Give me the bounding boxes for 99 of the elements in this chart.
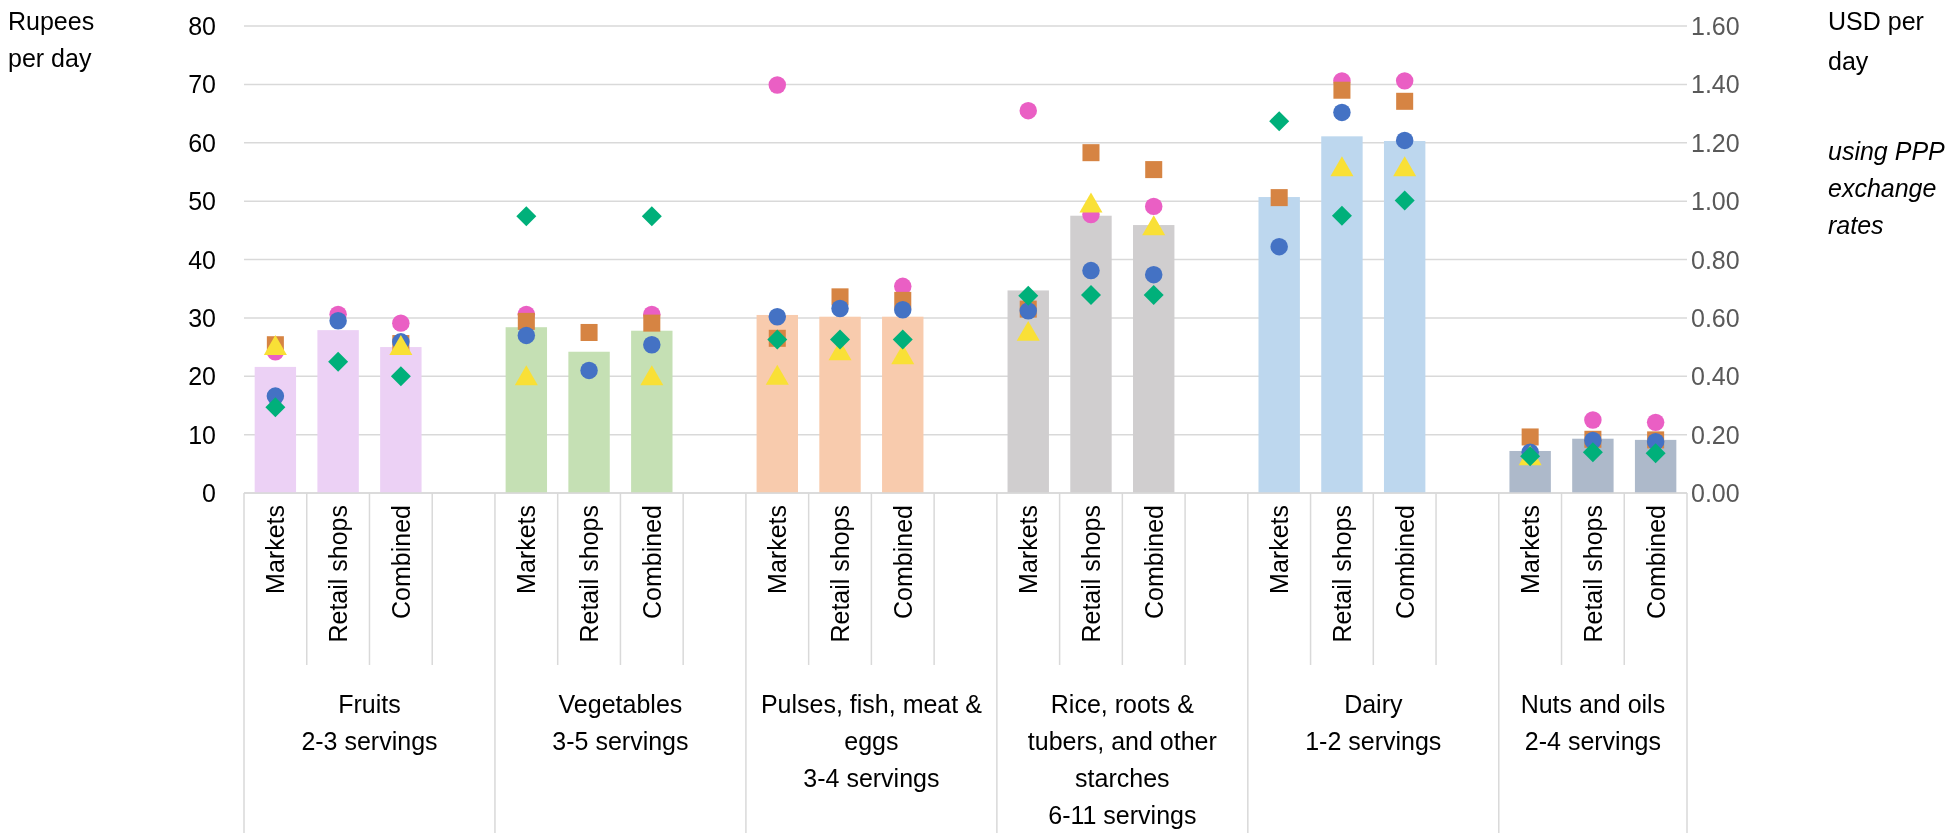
x-tick-label: Retail shops	[324, 505, 353, 643]
point	[1396, 92, 1414, 110]
point	[1082, 261, 1100, 280]
point	[265, 397, 286, 418]
point	[1270, 237, 1288, 256]
point	[892, 329, 913, 350]
bar	[1383, 141, 1426, 493]
x-tick-label: Combined	[1390, 505, 1419, 619]
bar	[317, 330, 359, 493]
point	[1582, 442, 1603, 463]
y-tick-label: 50	[188, 187, 216, 216]
y-tick-label: 70	[188, 70, 216, 99]
point	[390, 366, 411, 387]
point	[1646, 413, 1665, 432]
bar	[756, 314, 798, 493]
y-tick-label: 80	[188, 12, 216, 40]
y2-axis-title: USD per day	[1828, 7, 1924, 75]
point	[1331, 205, 1352, 226]
y2-tick-label: 1.60	[1691, 12, 1740, 40]
y-tick-label: 0	[202, 479, 216, 507]
text: Nuts and oils 2-4 servings	[1520, 690, 1666, 755]
point	[1144, 265, 1163, 284]
x-tick-label: Markets	[1265, 505, 1294, 594]
x-tick-label: Combined	[386, 505, 415, 619]
bar	[380, 347, 422, 493]
y-axis-title: Rupees per day	[8, 7, 95, 72]
point	[768, 76, 787, 94]
point	[392, 314, 410, 332]
text: Fruits 2-3 servings	[301, 690, 438, 755]
bar	[568, 351, 610, 493]
bar	[505, 327, 548, 493]
point	[1333, 81, 1351, 99]
point	[641, 206, 662, 227]
x-tick-label: Combined	[1641, 505, 1670, 619]
text: Dairy 1-2 servings	[1305, 690, 1442, 755]
point	[1645, 443, 1666, 464]
text: Rice, roots & tubers, and other starches 6-11 servings	[1027, 690, 1217, 829]
bar	[1258, 197, 1300, 493]
x-tick-label: Markets	[763, 505, 792, 594]
point	[768, 307, 787, 326]
point	[1080, 285, 1101, 306]
point	[1395, 131, 1414, 150]
text: Pulses, fish, meat & eggs 3-4 servings	[760, 690, 983, 792]
point	[1584, 411, 1602, 429]
point	[643, 314, 661, 332]
y-tick-label: 40	[188, 245, 216, 274]
y2-tick-label: 0.20	[1691, 420, 1740, 449]
y-tick-label: 10	[188, 420, 216, 449]
y2-tick-label: 0.60	[1691, 303, 1740, 332]
x-tick-label: Retail shops	[1076, 505, 1105, 643]
point	[1333, 103, 1351, 122]
y2-tick-label: 0.00	[1691, 479, 1740, 507]
text: Vegetables 3-5 servings	[552, 690, 689, 755]
y2-tick-label: 1.20	[1691, 128, 1740, 157]
bar	[819, 316, 861, 493]
bar	[882, 316, 924, 493]
x-tick-label: Combined	[888, 505, 917, 619]
point	[1394, 190, 1415, 211]
x-tick-label: Combined	[1139, 505, 1168, 619]
point	[643, 336, 661, 354]
point	[830, 329, 851, 350]
x-tick-label: Retail shops	[1327, 505, 1356, 643]
y-tick-label: 60	[188, 128, 216, 157]
x-tick-label: Retail shops	[575, 505, 604, 643]
point	[1269, 111, 1290, 132]
point	[1143, 285, 1164, 306]
x-tick-label: Retail shops	[1578, 505, 1607, 643]
point	[328, 351, 349, 372]
point	[580, 361, 598, 380]
x-tick-label: Markets	[512, 505, 541, 594]
y2-tick-label: 0.40	[1691, 362, 1740, 391]
point	[831, 299, 849, 318]
y2-tick-label: 0.80	[1691, 245, 1740, 274]
point	[1521, 428, 1539, 446]
y2-tick-label: 1.00	[1691, 187, 1740, 216]
point	[516, 206, 537, 227]
x-tick-label: Markets	[261, 505, 290, 594]
bar	[254, 366, 297, 493]
point	[1082, 144, 1100, 162]
point	[1019, 101, 1037, 120]
text: using PPP exchange rates	[1828, 137, 1946, 239]
x-tick-label: Markets	[1516, 505, 1545, 594]
y2-tick-label: 1.40	[1691, 70, 1740, 99]
x-tick-label: Retail shops	[826, 505, 855, 643]
point	[517, 326, 536, 345]
point	[580, 323, 598, 341]
bar	[631, 330, 673, 493]
point	[1395, 72, 1414, 90]
point	[1144, 197, 1163, 216]
x-tick-label: Combined	[637, 505, 666, 619]
point	[1145, 161, 1163, 179]
y-tick-label: 30	[188, 303, 216, 332]
bar	[1321, 136, 1363, 493]
point	[894, 300, 912, 319]
y-tick-label: 20	[188, 362, 216, 391]
point	[1018, 285, 1039, 306]
point	[329, 312, 347, 330]
x-tick-label: Markets	[1014, 505, 1043, 594]
point	[1270, 189, 1288, 207]
